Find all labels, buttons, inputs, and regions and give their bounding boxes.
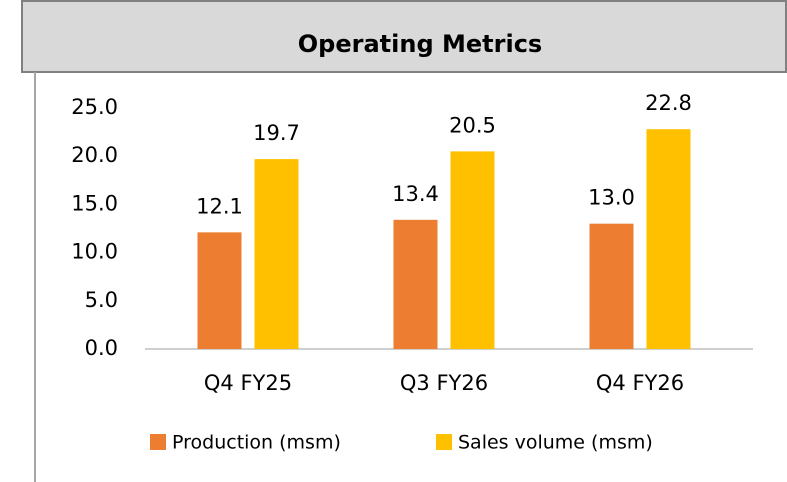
value-label: 20.5 bbox=[449, 113, 496, 137]
value-label: 22.8 bbox=[645, 91, 692, 115]
bar bbox=[589, 223, 634, 349]
bar bbox=[450, 151, 495, 349]
bar bbox=[646, 129, 691, 349]
value-label: 13.0 bbox=[588, 186, 635, 210]
bar bbox=[393, 219, 438, 349]
legend-label: Production (msm) bbox=[172, 432, 341, 454]
bar bbox=[254, 159, 299, 349]
value-label: 19.7 bbox=[253, 121, 300, 145]
y-tick-label: 25.0 bbox=[71, 95, 118, 119]
y-tick-label: 10.0 bbox=[71, 240, 118, 264]
chart-title: Operating Metrics bbox=[298, 30, 542, 58]
value-label: 13.4 bbox=[392, 182, 439, 206]
y-tick-label: 0.0 bbox=[85, 336, 118, 360]
y-tick-label: 20.0 bbox=[71, 143, 118, 167]
value-label: 12.1 bbox=[196, 194, 243, 218]
legend-swatch bbox=[150, 434, 166, 450]
legend-swatch bbox=[436, 434, 452, 450]
header-bar bbox=[21, 0, 787, 73]
bar bbox=[197, 232, 242, 349]
x-tick-label: Q4 FY26 bbox=[596, 371, 684, 395]
legend-label: Sales volume (msm) bbox=[458, 432, 653, 454]
y-tick-label: 15.0 bbox=[71, 191, 118, 215]
x-tick-label: Q3 FY26 bbox=[400, 371, 488, 395]
y-tick-label: 5.0 bbox=[85, 288, 118, 312]
x-tick-label: Q4 FY25 bbox=[204, 371, 292, 395]
